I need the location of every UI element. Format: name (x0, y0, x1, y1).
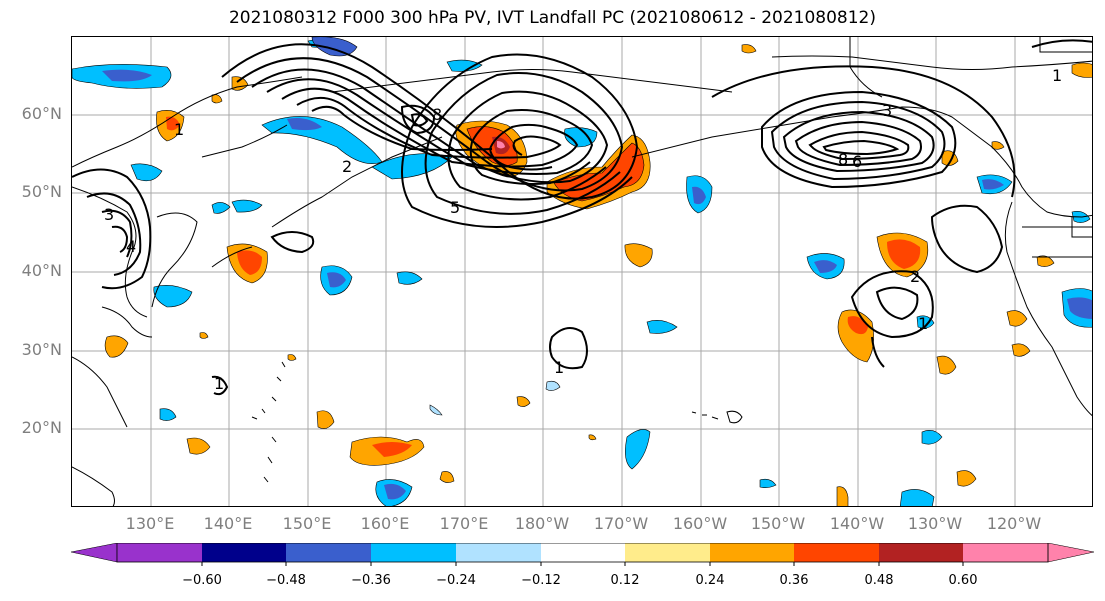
lon-label-140e: 140°E (203, 514, 253, 533)
colorbar-tick-label: 0.12 (610, 573, 640, 588)
lon-label-160w: 160°W (672, 514, 728, 533)
contour-label: 1 (554, 358, 564, 377)
contour-label: 1 (214, 374, 224, 393)
colorbar-bin (456, 543, 541, 562)
lon-label-170w: 170°W (593, 514, 649, 533)
map-canvas: 8 8 6 5 1 2 3 4 1 2 1 1 1 3 (72, 37, 1092, 506)
lon-label-160e: 160°E (360, 514, 410, 533)
colorbar-outline (116, 543, 1049, 563)
pv-contours (72, 39, 1092, 396)
lon-label-140w: 140°W (829, 514, 885, 533)
colorbar-tick-label: −0.24 (436, 573, 476, 588)
map-panel: 8 8 6 5 1 2 3 4 1 2 1 1 1 3 (71, 36, 1093, 507)
lat-label-30n: 30°N (21, 340, 62, 359)
chart-title: 2021080312 F000 300 hPa PV, IVT Landfall… (228, 8, 876, 28)
colorbar-tick-label: −0.48 (266, 573, 306, 588)
colorbar-extend-left (70, 543, 118, 563)
lon-label-120w: 120°W (986, 514, 1042, 533)
contour-label: 8 (432, 105, 442, 124)
colorbar-bin (202, 543, 286, 562)
contour-label: 8 (838, 150, 848, 169)
contour-label: 1 (918, 314, 928, 333)
colorbar-bin (794, 543, 879, 562)
colorbar-tick-label: 0.24 (695, 573, 725, 588)
lon-label-180w: 180°W (514, 514, 570, 533)
lat-label-50n: 50°N (21, 182, 62, 201)
colorbar-tick-label: −0.36 (351, 573, 391, 588)
lon-label-130e: 130°E (125, 514, 175, 533)
contour-label: 2 (342, 157, 352, 176)
negative-anomaly-fills (72, 37, 1092, 506)
colorbar-bin (879, 543, 963, 562)
colorbar-bin (117, 543, 202, 562)
contour-label: 2 (910, 267, 920, 286)
colorbar-bin (371, 543, 456, 562)
contour-label: 1 (174, 120, 184, 139)
colorbar-tick-label: 0.48 (864, 573, 894, 588)
lon-label-130w: 130°W (907, 514, 963, 533)
lon-label-170e: 170°E (439, 514, 489, 533)
lon-label-150e: 150°E (282, 514, 332, 533)
colorbar-extend-right (1047, 543, 1095, 563)
colorbar-bin (286, 543, 371, 562)
contour-label: 6 (852, 152, 862, 171)
contour-label-group: 8 8 6 5 1 2 3 4 1 2 1 1 1 3 (104, 66, 1062, 393)
coastlines (72, 37, 1092, 506)
contour-label: 5 (450, 198, 460, 217)
lat-label-60n: 60°N (21, 104, 62, 123)
colorbar-bin (625, 543, 710, 562)
colorbar-tick-label: 0.60 (948, 573, 978, 588)
contour-label: 4 (126, 237, 136, 256)
colorbar-bin (710, 543, 794, 562)
contour-label: 1 (1052, 66, 1062, 85)
colorbar-bin (541, 543, 625, 562)
contour-label: 3 (882, 101, 892, 120)
colorbar-tick-label: 0.36 (779, 573, 809, 588)
contour-label: 3 (104, 205, 114, 224)
colorbar-bin (963, 543, 1048, 562)
lat-label-40n: 40°N (21, 261, 62, 280)
colorbar (70, 543, 1095, 566)
lat-label-20n: 20°N (21, 418, 62, 437)
lon-label-150w: 150°W (750, 514, 806, 533)
colorbar-tick-label: −0.12 (521, 573, 561, 588)
colorbar-tick-label: −0.60 (182, 573, 222, 588)
